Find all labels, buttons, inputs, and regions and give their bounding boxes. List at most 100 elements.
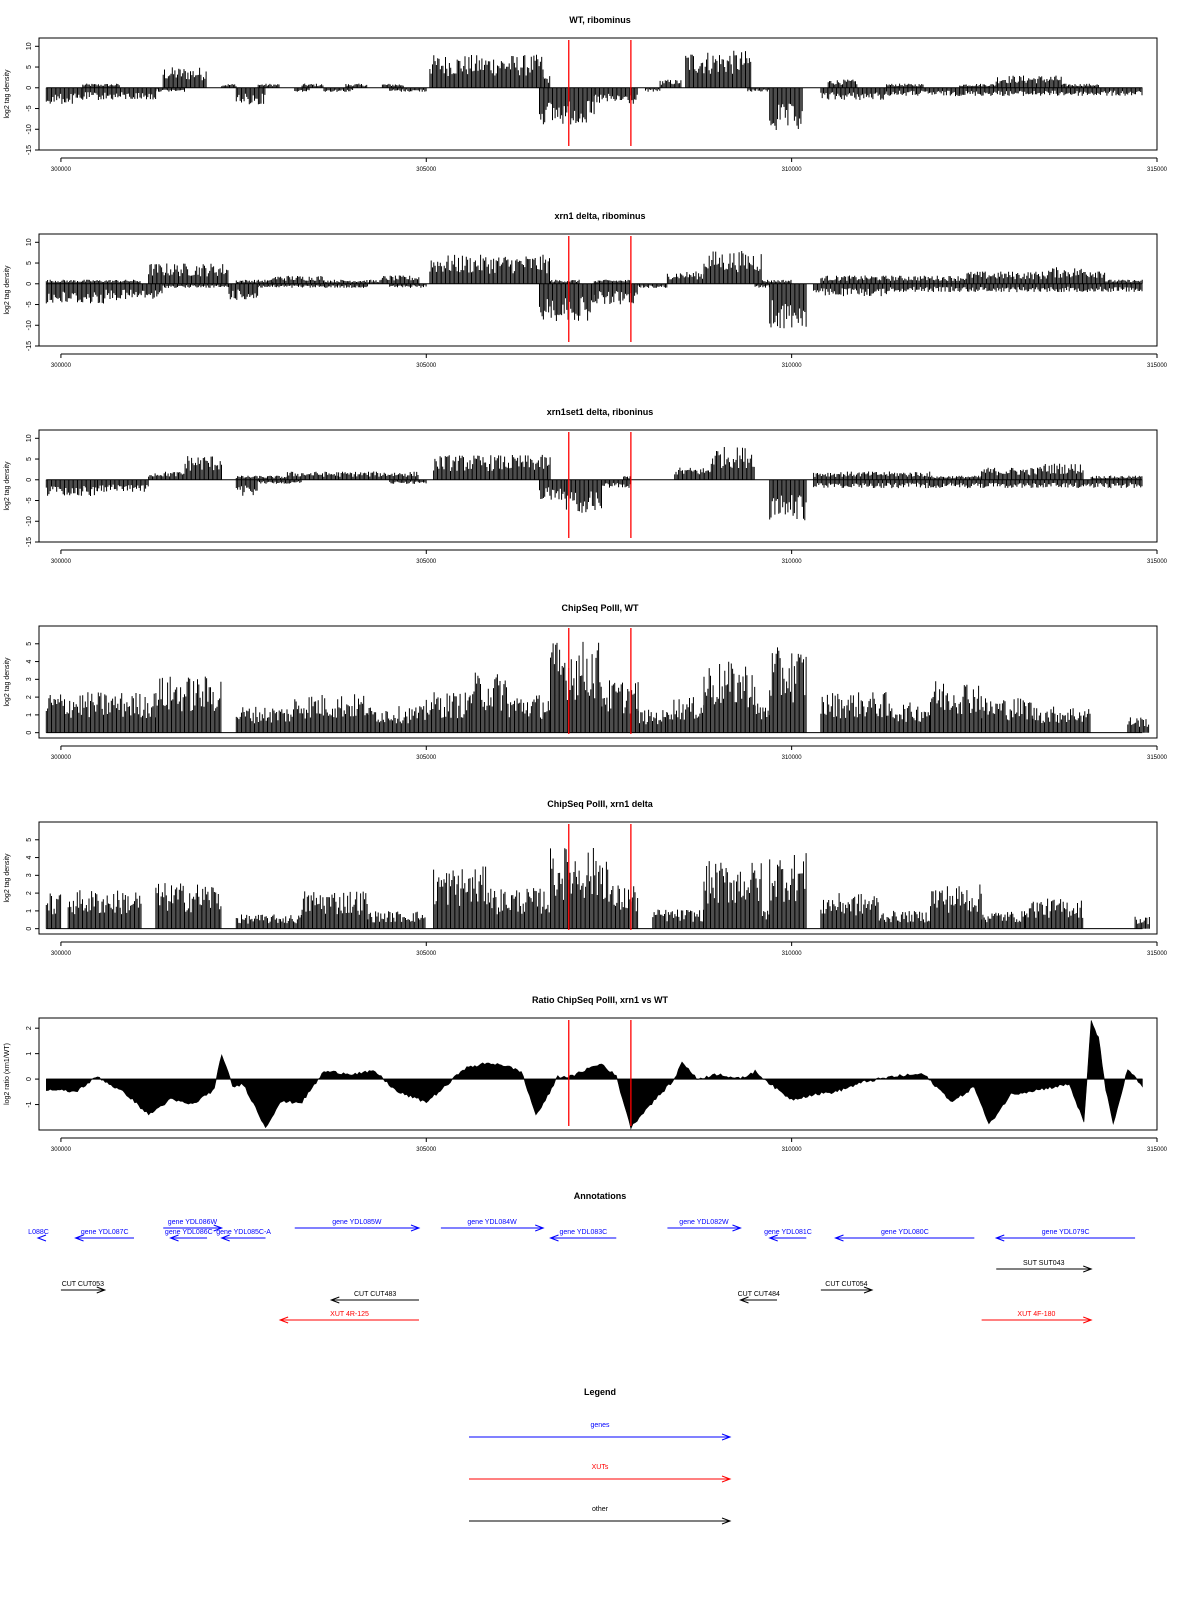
track-title: xrn1set1 delta, riboninus xyxy=(547,407,654,417)
positive-strand-bar-group xyxy=(67,890,142,929)
annotation-label: gene YDL079C xyxy=(1042,1229,1090,1236)
positive-strand-bar-group xyxy=(323,279,382,284)
positive-strand-bar-group xyxy=(966,271,1047,284)
positive-strand-bar-group xyxy=(162,67,207,88)
negative-strand-bar-group xyxy=(886,87,960,97)
y-tick-label: 1 xyxy=(26,909,33,913)
positive-strand-bar-group xyxy=(550,848,609,929)
positive-strand-bar-group xyxy=(374,471,419,480)
negative-strand-bar-group xyxy=(820,87,887,100)
tag-density-bars xyxy=(45,447,1143,521)
positive-strand-bar-group xyxy=(1127,717,1150,733)
track-title: ChipSeq PolII, WT xyxy=(562,603,639,613)
tag-density-bars xyxy=(45,641,1150,733)
positive-strand-bar-group xyxy=(82,83,120,88)
negative-strand-bar-group xyxy=(747,87,770,92)
x-tick-label: 300000 xyxy=(51,363,72,369)
y-tick-label: -15 xyxy=(26,145,33,155)
y-tick-label: -5 xyxy=(26,301,33,307)
y-tick-label: -5 xyxy=(26,105,33,111)
negative-strand-bar-group xyxy=(564,479,602,513)
y-tick-label: 2 xyxy=(26,891,33,895)
annotation-arrow-head xyxy=(410,1224,421,1232)
positive-strand-bar-group xyxy=(82,279,141,284)
plot-frame xyxy=(38,233,1158,347)
annotation-feature: gene YDL085C-A xyxy=(216,1229,271,1242)
positive-strand-bar-group xyxy=(469,672,507,733)
x-tick-label: 300000 xyxy=(51,951,72,957)
positive-strand-bar-group xyxy=(886,702,930,733)
negative-strand-bar-group xyxy=(886,283,960,292)
positive-strand-bar-group xyxy=(685,50,752,88)
positive-strand-bar-group xyxy=(930,884,982,929)
annotation-label: XUT 4F-180 xyxy=(1017,1311,1055,1318)
legend-label: XUTs xyxy=(592,1464,609,1471)
positive-strand-bar-group xyxy=(886,275,967,284)
positive-strand-bar-group xyxy=(235,914,302,929)
y-tick-label: -15 xyxy=(26,341,33,351)
negative-strand-bar-group xyxy=(257,283,316,288)
annotation-label: CUT CUT484 xyxy=(738,1291,780,1298)
annotation-arrow-head xyxy=(834,1234,844,1242)
negative-strand-bar-group xyxy=(1032,479,1143,489)
y-tick-label: 1 xyxy=(26,713,33,717)
negative-strand-bar-group xyxy=(155,87,185,92)
positive-strand-bar-group xyxy=(542,76,551,88)
negative-strand-bar-group xyxy=(539,479,565,500)
y-tick-label: 0 xyxy=(26,731,33,735)
negative-strand-bar-group xyxy=(82,87,157,100)
negative-strand-bar-group xyxy=(228,283,259,300)
y-tick-label: 0 xyxy=(26,1077,33,1081)
y-tick-label: 0 xyxy=(26,927,33,931)
annotation-label: gene YDL084W xyxy=(467,1219,517,1226)
negative-strand-bar-group xyxy=(813,283,887,297)
positive-strand-bar-group xyxy=(623,476,631,480)
annotation-label: gene YDL080C xyxy=(881,1229,929,1236)
positive-strand-bar-group xyxy=(235,706,294,733)
x-tick-label: 305000 xyxy=(416,755,437,761)
y-tick-label: 1 xyxy=(26,1052,33,1056)
legend-label: other xyxy=(592,1506,609,1513)
negative-strand-bar-group xyxy=(235,479,258,496)
track-title: WT, ribominus xyxy=(569,15,631,25)
annotations-title: Annotations xyxy=(574,1191,627,1201)
annotation-feature: gene YDL087C xyxy=(74,1229,134,1242)
track-title: xrn1 delta, ribominus xyxy=(554,211,645,221)
negative-strand-bar-group xyxy=(959,283,1033,293)
ratio-area xyxy=(46,1020,1143,1130)
legend-item: other xyxy=(469,1506,732,1525)
positive-strand-bar-group xyxy=(710,447,755,480)
annotation-feature: CUT CUT053 xyxy=(60,1281,107,1294)
annotation-feature: XUT 4F-180 xyxy=(981,1311,1093,1324)
x-tick-label: 300000 xyxy=(51,559,72,565)
negative-strand-bar-group xyxy=(323,87,354,92)
annotation-feature: gene YDL080C xyxy=(834,1229,975,1242)
positive-strand-bar-group xyxy=(45,279,84,284)
annotation-label: XUT 4R-125 xyxy=(330,1311,369,1318)
positive-strand-bar-group xyxy=(1061,83,1099,88)
x-tick-label: 300000 xyxy=(51,755,72,761)
annotation-feature: CUT CUT483 xyxy=(329,1291,419,1304)
annotation-arrow-head xyxy=(739,1296,749,1304)
tag-density-bars xyxy=(45,251,1143,329)
x-tick-label: 310000 xyxy=(782,559,803,565)
annotation-label: gene YDL087C xyxy=(81,1229,129,1236)
annotation-feature: XUT 4R-125 xyxy=(278,1311,419,1324)
x-tick-label: 310000 xyxy=(782,167,803,173)
negative-strand-bar-group xyxy=(593,283,638,305)
annotation-label: CUT CUT053 xyxy=(62,1281,104,1288)
negative-strand-bar-group xyxy=(645,87,661,92)
positive-strand-bar-group xyxy=(981,467,1040,480)
y-tick-label: 3 xyxy=(26,873,33,877)
y-tick-label: -5 xyxy=(26,497,33,503)
annotation-label: gene YDL086W xyxy=(168,1219,218,1226)
y-axis-label: log2 tag density xyxy=(4,853,11,903)
positive-strand-bar-group xyxy=(184,456,222,480)
negative-strand-bar-group xyxy=(389,87,427,92)
annotation-feature: L088C xyxy=(28,1229,49,1242)
annotation-arrow-head xyxy=(1083,1316,1093,1324)
track-panel-4: ChipSeq PolII, xrn1 delta log2 tag densit… xyxy=(4,799,1168,957)
y-axis-label: log2 tag density xyxy=(4,265,11,315)
negative-strand-bar-group xyxy=(257,479,302,484)
positive-strand-bar-group xyxy=(761,910,770,929)
